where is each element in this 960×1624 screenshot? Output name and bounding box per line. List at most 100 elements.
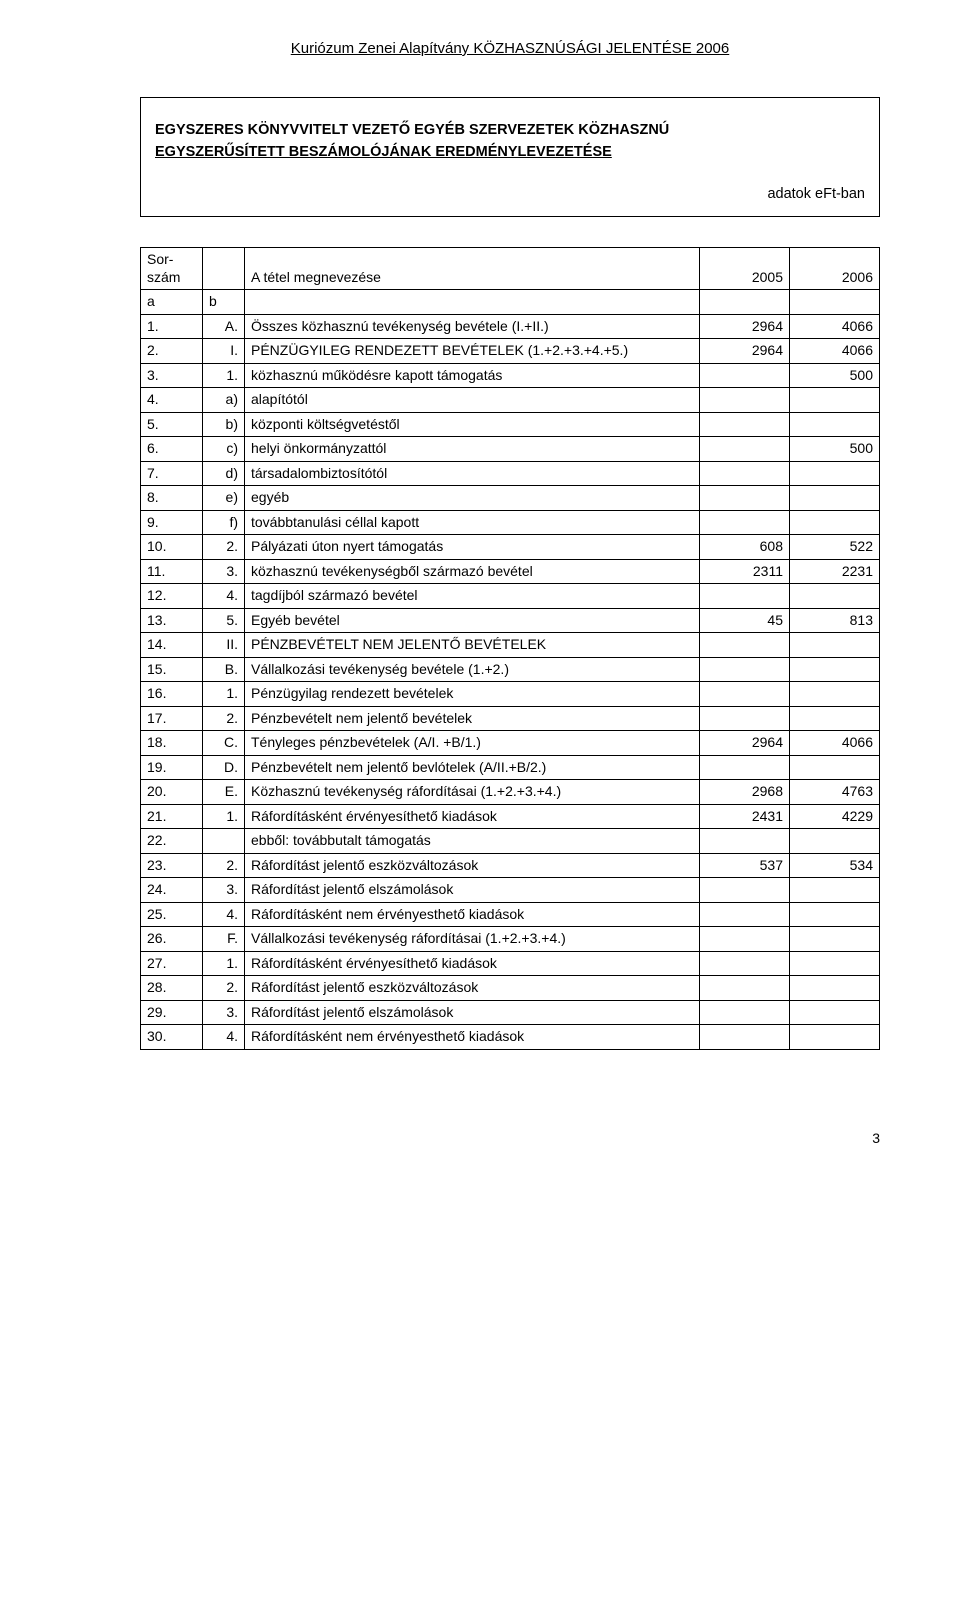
cell-label: Ráfordítást jelentő elszámolások [245, 1000, 700, 1025]
cell-2006: 534 [790, 853, 880, 878]
cell-2005 [700, 510, 790, 535]
cell-2006: 4066 [790, 339, 880, 364]
cell-2005 [700, 584, 790, 609]
cell-sorszam: 20. [141, 780, 203, 805]
cell-2005: 2964 [700, 731, 790, 756]
cell-sub: c) [203, 437, 245, 462]
table-row: 18.C.Tényleges pénzbevételek (A/I. +B/1.… [141, 731, 880, 756]
cell-sorszam: 25. [141, 902, 203, 927]
cell-label: Vállalkozási tevékenység ráfordításai (1… [245, 927, 700, 952]
cell-label: közhasznú tevékenységből származó bevéte… [245, 559, 700, 584]
table-row: 6.c)helyi önkormányzattól500 [141, 437, 880, 462]
table-row: 11.3.közhasznú tevékenységből származó b… [141, 559, 880, 584]
cell-label: Pénzbevételt nem jelentő bevételek [245, 706, 700, 731]
box-line1: EGYSZERES KÖNYVVITELT VEZETŐ EGYÉB SZERV… [155, 122, 865, 138]
cell-2005 [700, 755, 790, 780]
cell-a: a [141, 290, 203, 315]
cell-2005: 608 [700, 535, 790, 560]
cell-label: PÉNZBEVÉTELT NEM JELENTŐ BEVÉTELEK [245, 633, 700, 658]
cell-sub: A. [203, 314, 245, 339]
cell-2006 [790, 388, 880, 413]
cell-2006 [790, 1025, 880, 1050]
table-row: 25.4.Ráfordításként nem érvényesthető ki… [141, 902, 880, 927]
cell-sorszam: 23. [141, 853, 203, 878]
cell-2005 [700, 633, 790, 658]
cell-2006 [790, 510, 880, 535]
cell-2006 [790, 486, 880, 511]
cell-2006 [790, 584, 880, 609]
cell-sorszam: 13. [141, 608, 203, 633]
table-row: 28.2.Ráfordítást jelentő eszközváltozáso… [141, 976, 880, 1001]
cell-2006 [790, 682, 880, 707]
cell-2006 [790, 1000, 880, 1025]
cell-sorszam: 18. [141, 731, 203, 756]
cell-label: Összes közhasznú tevékenység bevétele (I… [245, 314, 700, 339]
cell-2006 [790, 927, 880, 952]
cell-label: ebből: továbbutalt támogatás [245, 829, 700, 854]
cell-sub: 2. [203, 706, 245, 731]
title-box: EGYSZERES KÖNYVVITELT VEZETŐ EGYÉB SZERV… [140, 97, 880, 217]
cell-label: PÉNZÜGYILEG RENDEZETT BEVÉTELEK (1.+2.+3… [245, 339, 700, 364]
th-2005: 2005 [700, 248, 790, 290]
cell-sorszam: 9. [141, 510, 203, 535]
cell-2006 [790, 878, 880, 903]
cell-label: helyi önkormányzattól [245, 437, 700, 462]
cell-label: közhasznú működésre kapott támogatás [245, 363, 700, 388]
table-row: 14.II.PÉNZBEVÉTELT NEM JELENTŐ BEVÉTELEK [141, 633, 880, 658]
cell-sorszam: 5. [141, 412, 203, 437]
document-page: Kuriózum Zenei Alapítvány KÖZHASZNÚSÁGI … [0, 0, 960, 1186]
cell-2005 [700, 976, 790, 1001]
cell-sub: 1. [203, 804, 245, 829]
cell-2005 [700, 461, 790, 486]
table-row: 9.f)továbbtanulási céllal kapott [141, 510, 880, 535]
cell-2005 [700, 437, 790, 462]
table-row: 8.e)egyéb [141, 486, 880, 511]
cell-empty [245, 290, 700, 315]
cell-sorszam: 12. [141, 584, 203, 609]
cell-sorszam: 1. [141, 314, 203, 339]
cell-sorszam: 19. [141, 755, 203, 780]
cell-2006 [790, 755, 880, 780]
cell-sub: a) [203, 388, 245, 413]
cell-empty [700, 290, 790, 315]
cell-sorszam: 24. [141, 878, 203, 903]
cell-label: alapítótól [245, 388, 700, 413]
cell-sorszam: 4. [141, 388, 203, 413]
cell-2005 [700, 363, 790, 388]
ab-row: a b [141, 290, 880, 315]
cell-label: Ráfordításként érvényesíthető kiadások [245, 951, 700, 976]
cell-2005 [700, 682, 790, 707]
cell-2005 [700, 1000, 790, 1025]
table-row: 19.D. Pénzbevételt nem jelentő bevlótele… [141, 755, 880, 780]
cell-sub: 3. [203, 559, 245, 584]
cell-sub: 5. [203, 608, 245, 633]
cell-2006 [790, 829, 880, 854]
cell-label: Ráfordításként érvényesíthető kiadások [245, 804, 700, 829]
cell-sorszam: 8. [141, 486, 203, 511]
table-row: 12.4.tagdíjból származó bevétel [141, 584, 880, 609]
cell-sub: I. [203, 339, 245, 364]
cell-label: Ráfordítást jelentő elszámolások [245, 878, 700, 903]
cell-sub: d) [203, 461, 245, 486]
cell-sorszam: 11. [141, 559, 203, 584]
cell-2006 [790, 902, 880, 927]
cell-2006: 4229 [790, 804, 880, 829]
th-megnevezes: A tétel megnevezése [245, 248, 700, 290]
table-row: 3.1.közhasznú működésre kapott támogatás… [141, 363, 880, 388]
cell-2005 [700, 951, 790, 976]
cell-2005 [700, 657, 790, 682]
cell-sub: f) [203, 510, 245, 535]
cell-2006: 4763 [790, 780, 880, 805]
cell-sub: B. [203, 657, 245, 682]
cell-sorszam: 6. [141, 437, 203, 462]
cell-label: központi költségvetéstől [245, 412, 700, 437]
cell-2006: 4066 [790, 314, 880, 339]
cell-sorszam: 2. [141, 339, 203, 364]
cell-2005 [700, 412, 790, 437]
box-units: adatok eFt-ban [155, 166, 865, 202]
cell-2006 [790, 412, 880, 437]
cell-label: Tényleges pénzbevételek (A/I. +B/1.) [245, 731, 700, 756]
table-row: 20.E.Közhasznú tevékenység ráfordításai … [141, 780, 880, 805]
table-row: 4.a)alapítótól [141, 388, 880, 413]
cell-label: Ráfordítást jelentő eszközváltozások [245, 976, 700, 1001]
